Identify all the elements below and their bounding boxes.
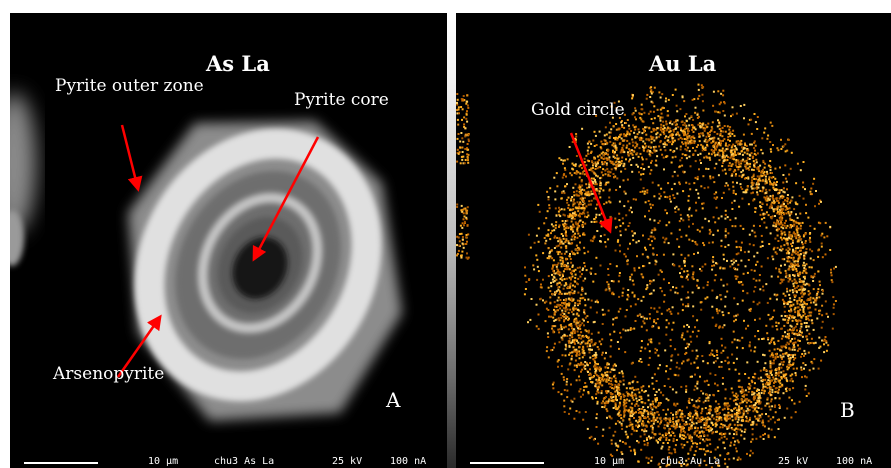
au-map-image bbox=[456, 83, 837, 468]
arsenopyrite-arrow bbox=[116, 314, 162, 378]
neighbour-grain-left bbox=[10, 93, 36, 233]
pyrite-core-region bbox=[232, 237, 288, 299]
core-arrow bbox=[252, 136, 320, 262]
inner-bright-ring bbox=[197, 192, 323, 334]
arsenopyrite-ring bbox=[134, 128, 382, 402]
gold-distribution bbox=[456, 83, 837, 468]
panel-a-letter: A bbox=[386, 388, 401, 412]
gold-circle-arrow bbox=[569, 132, 613, 234]
as-map-panel: As La Pyrite outer zone Pyrite core Arse… bbox=[10, 13, 447, 468]
outer-zone-arrow bbox=[120, 124, 143, 192]
as-map-image bbox=[10, 93, 402, 421]
current-label: 100 nA bbox=[390, 456, 427, 467]
current-label: 100 nA bbox=[836, 456, 873, 467]
label-pyrite-outer-zone: Pyrite outer zone bbox=[55, 76, 204, 96]
voltage-label: 25 kV bbox=[332, 456, 363, 467]
panel-a-footer: 10 µm chu3 As La 25 kV 100 nA bbox=[10, 456, 447, 468]
scale-bar bbox=[470, 462, 544, 464]
label-pyrite-core: Pyrite core bbox=[294, 90, 389, 110]
sample-label: chu3 Au La bbox=[660, 456, 721, 467]
label-gold-circle: Gold circle bbox=[531, 100, 625, 120]
label-arsenopyrite: Arsenopyrite bbox=[53, 364, 165, 384]
panel-a-title: As La bbox=[206, 51, 270, 76]
neighbour-grain-left-lower bbox=[10, 210, 24, 266]
panel-b-footer: 10 µm chu3 Au La 25 kV 100 nA bbox=[456, 456, 891, 468]
scale-bar bbox=[24, 462, 98, 464]
panel-b-letter: B bbox=[840, 398, 855, 422]
panel-divider bbox=[447, 13, 456, 468]
scale-label: 10 µm bbox=[594, 456, 625, 467]
au-map-panel: Au La Gold circle B 10 µm chu3 Au La 25 … bbox=[456, 13, 891, 468]
sample-label: chu3 As La bbox=[214, 456, 275, 467]
scale-label: 10 µm bbox=[148, 456, 179, 467]
voltage-label: 25 kV bbox=[778, 456, 809, 467]
panel-b-title: Au La bbox=[649, 51, 717, 76]
